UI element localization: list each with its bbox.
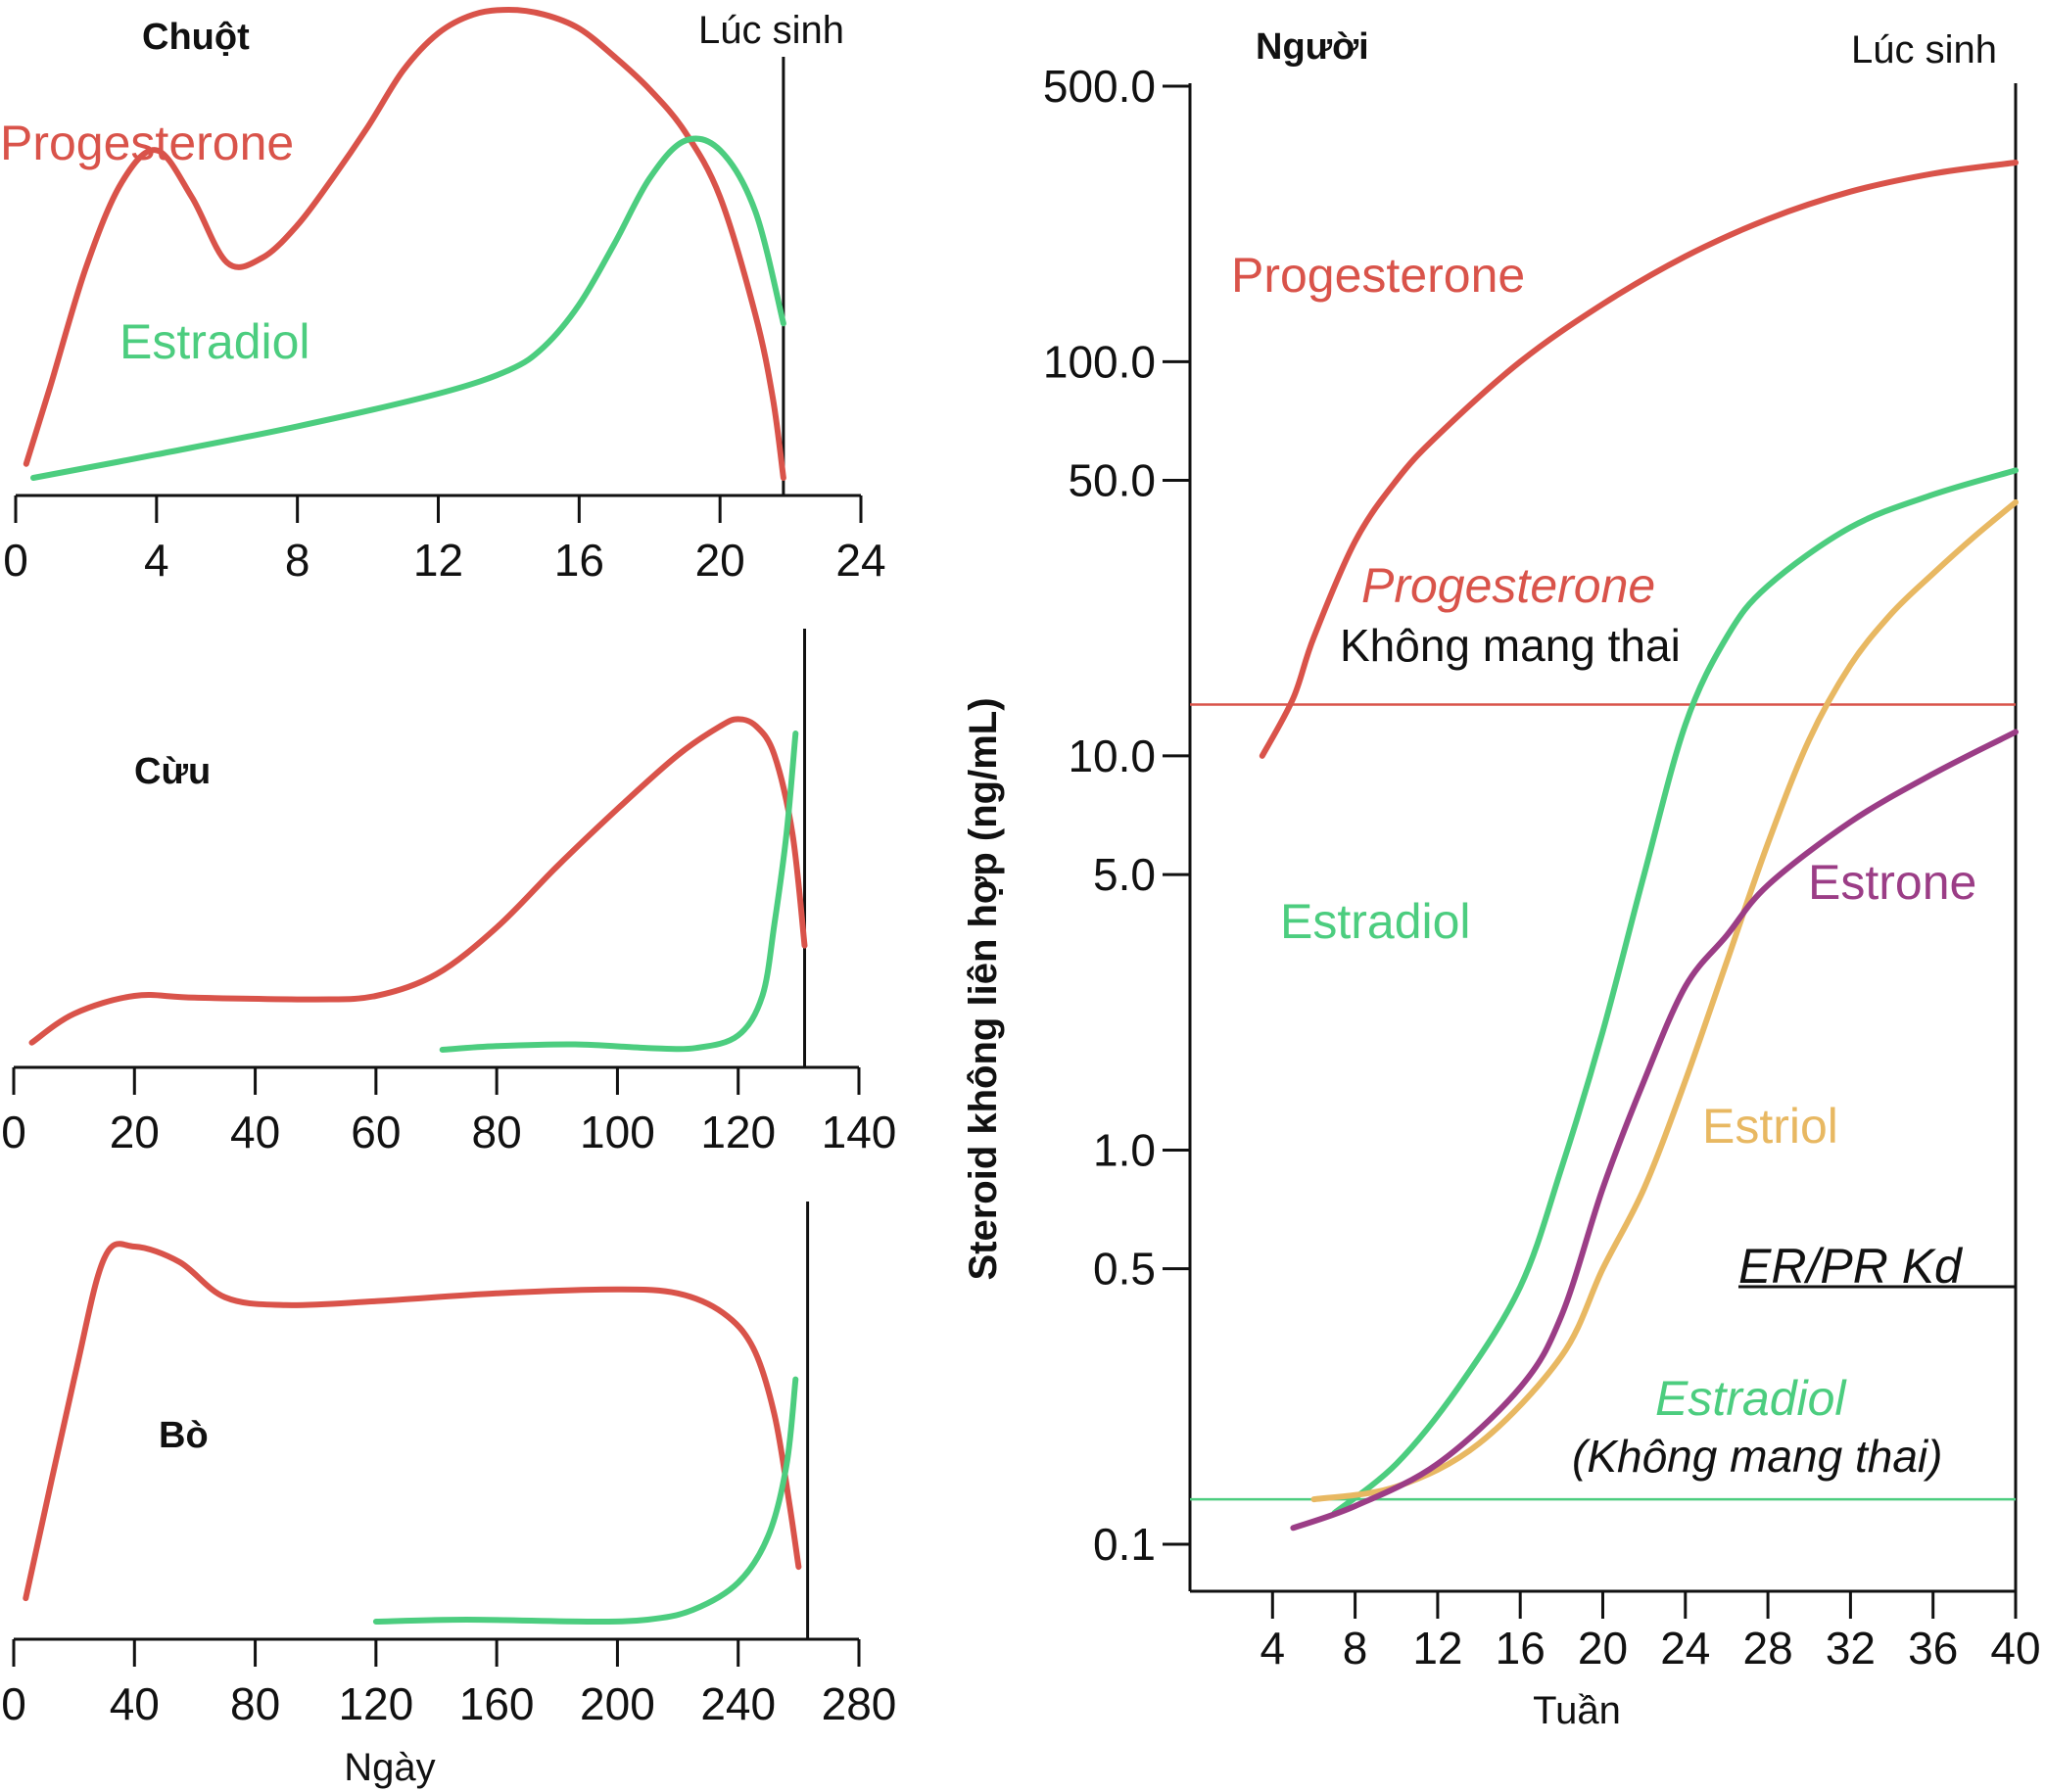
y-tick-label-human-5.0: 5.0 xyxy=(1093,849,1156,900)
x-tick-label-human-20: 20 xyxy=(1578,1623,1628,1674)
y-tick-label-human-1.0: 1.0 xyxy=(1093,1124,1156,1175)
x-tick-label-human-12: 12 xyxy=(1412,1623,1462,1674)
x-tick-label-sheep-0: 0 xyxy=(1,1107,26,1157)
series-label-human-progesterone: Progesterone xyxy=(1231,248,1525,303)
x-tick-label-mouse-16: 16 xyxy=(554,535,604,586)
x-tick-label-human-32: 32 xyxy=(1826,1623,1876,1674)
x-tick-label-mouse-0: 0 xyxy=(3,535,28,586)
y-tick-label-human-500.0: 500.0 xyxy=(1043,61,1156,112)
x-tick-label-sheep-20: 20 xyxy=(110,1107,160,1157)
series-label-human-estriol: Estriol xyxy=(1702,1099,1838,1154)
panel-title-cow: Bò xyxy=(159,1415,209,1456)
birth-label-mouse: Lúc sinh xyxy=(698,9,844,52)
series-label-mouse-estradiol: Estradiol xyxy=(119,314,310,369)
series-curve-human-estrone xyxy=(1290,729,2019,1532)
series-curve-human-estradiol xyxy=(1331,467,2019,1517)
x-tick-label-cow-120: 120 xyxy=(338,1678,413,1729)
series-label-human-estradiol: Estradiol xyxy=(1280,894,1471,949)
x-tick-label-sheep-60: 60 xyxy=(351,1107,401,1157)
x-tick-label-cow-160: 160 xyxy=(459,1678,535,1729)
x-tick-label-human-8: 8 xyxy=(1343,1623,1368,1674)
x-tick-label-sheep-120: 120 xyxy=(700,1107,776,1157)
series-curve-cow-estradiol xyxy=(372,1376,799,1625)
x-tick-label-mouse-24: 24 xyxy=(835,535,885,586)
x-tick-label-sheep-140: 140 xyxy=(822,1107,897,1157)
y-tick-label-human-100.0: 100.0 xyxy=(1043,336,1156,387)
y-tick-label-human-0.5: 0.5 xyxy=(1093,1244,1156,1295)
ref-sublabel-progesterone: Không mang thai xyxy=(1340,620,1681,671)
x-tick-label-sheep-100: 100 xyxy=(580,1107,655,1157)
panel-title-sheep: Cừu xyxy=(134,751,211,792)
x-tick-label-cow-80: 80 xyxy=(230,1678,280,1729)
ref-sublabel-estradiol: (Không mang thai) xyxy=(1572,1431,1942,1482)
ref-label-estradiol: Estradiol xyxy=(1655,1371,1847,1426)
x-tick-label-cow-0: 0 xyxy=(1,1678,26,1729)
x-tick-label-cow-280: 280 xyxy=(822,1678,897,1729)
x-tick-label-human-24: 24 xyxy=(1660,1623,1710,1674)
ref-label-progesterone: Progesterone xyxy=(1361,558,1655,613)
series-curve-cow-progesterone xyxy=(23,1241,802,1602)
x-axis-label-weeks: Tuần xyxy=(1533,1689,1621,1732)
series-curve-mouse-progesterone xyxy=(23,7,786,481)
x-tick-label-sheep-80: 80 xyxy=(472,1107,522,1157)
x-tick-label-mouse-20: 20 xyxy=(695,535,745,586)
series-curve-human-progesterone xyxy=(1259,160,2019,759)
x-tick-label-mouse-12: 12 xyxy=(413,535,463,586)
series-label-mouse-progesterone: Progesterone xyxy=(0,116,294,170)
y-tick-label-human-50.0: 50.0 xyxy=(1068,455,1156,506)
x-tick-label-human-16: 16 xyxy=(1496,1623,1546,1674)
series-curve-mouse-estradiol xyxy=(30,135,786,481)
y-tick-label-human-10.0: 10.0 xyxy=(1068,731,1156,781)
x-tick-label-mouse-4: 4 xyxy=(144,535,169,586)
series-curve-sheep-estradiol xyxy=(439,731,799,1053)
y-tick-label-human-0.1: 0.1 xyxy=(1093,1519,1156,1570)
panel-title-mouse: Chuột xyxy=(142,17,250,58)
x-tick-label-cow-40: 40 xyxy=(110,1678,160,1729)
x-tick-label-sheep-40: 40 xyxy=(230,1107,280,1157)
y-axis-label-human: Steroid không liên hợp (ng/mL) xyxy=(962,697,1005,1280)
series-curve-human-estriol xyxy=(1310,498,2019,1503)
birth-label-human: Lúc sinh xyxy=(1851,28,1997,71)
x-tick-label-human-28: 28 xyxy=(1743,1623,1793,1674)
series-label-human-estrone: Estrone xyxy=(1808,855,1976,910)
x-axis-label-days: Ngày xyxy=(344,1746,435,1789)
panel-title-human: Người xyxy=(1256,26,1369,68)
x-tick-label-human-40: 40 xyxy=(1990,1623,2040,1674)
kd-label: ER/PR Kd xyxy=(1738,1239,1964,1294)
series-curve-sheep-progesterone xyxy=(28,716,808,1046)
x-tick-label-human-36: 36 xyxy=(1908,1623,1958,1674)
x-tick-label-cow-240: 240 xyxy=(700,1678,776,1729)
x-tick-label-human-4: 4 xyxy=(1260,1623,1286,1674)
x-tick-label-mouse-8: 8 xyxy=(285,535,310,586)
x-tick-label-cow-200: 200 xyxy=(580,1678,655,1729)
